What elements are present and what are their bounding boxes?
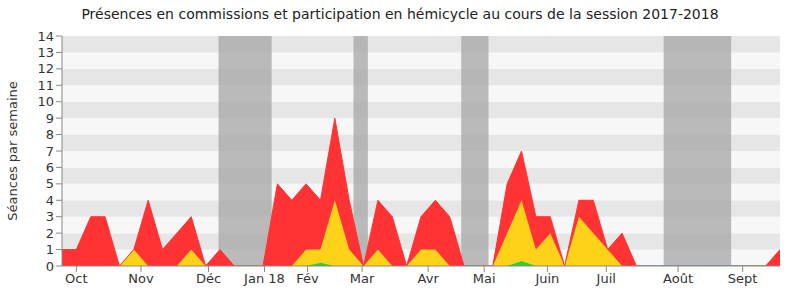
svg-text:Mar: Mar (350, 271, 375, 286)
svg-text:Juin: Juin (534, 271, 559, 286)
svg-text:11: 11 (37, 78, 54, 93)
svg-text:8: 8 (46, 127, 54, 142)
svg-text:6: 6 (46, 160, 54, 175)
svg-text:Avr: Avr (418, 271, 440, 286)
svg-text:Mai: Mai (473, 271, 496, 286)
svg-text:3: 3 (46, 209, 54, 224)
svg-text:Séances par semaine: Séances par semaine (8, 81, 20, 220)
svg-text:7: 7 (46, 144, 54, 159)
svg-text:Nov: Nov (128, 271, 154, 286)
svg-text:9: 9 (46, 111, 54, 126)
svg-text:0: 0 (46, 259, 54, 274)
svg-text:Déc: Déc (196, 271, 221, 286)
svg-text:Août: Août (663, 271, 693, 286)
svg-text:13: 13 (37, 45, 54, 60)
svg-text:Juil: Juil (596, 271, 616, 286)
svg-text:2: 2 (46, 226, 54, 241)
svg-text:4: 4 (46, 193, 54, 208)
svg-text:14: 14 (37, 29, 54, 44)
svg-text:1: 1 (46, 242, 54, 257)
svg-text:10: 10 (37, 94, 54, 109)
svg-text:12: 12 (37, 61, 54, 76)
svg-text:5: 5 (46, 176, 54, 191)
html-text:Présences en commissions et pa: Présences en commissions et participatio… (81, 6, 719, 22)
svg-text:Sept: Sept (728, 271, 758, 286)
svg-text:Jan 18: Jan 18 (243, 271, 285, 286)
svg-text:Fév: Fév (296, 271, 319, 286)
svg-text:Oct: Oct (65, 271, 87, 286)
